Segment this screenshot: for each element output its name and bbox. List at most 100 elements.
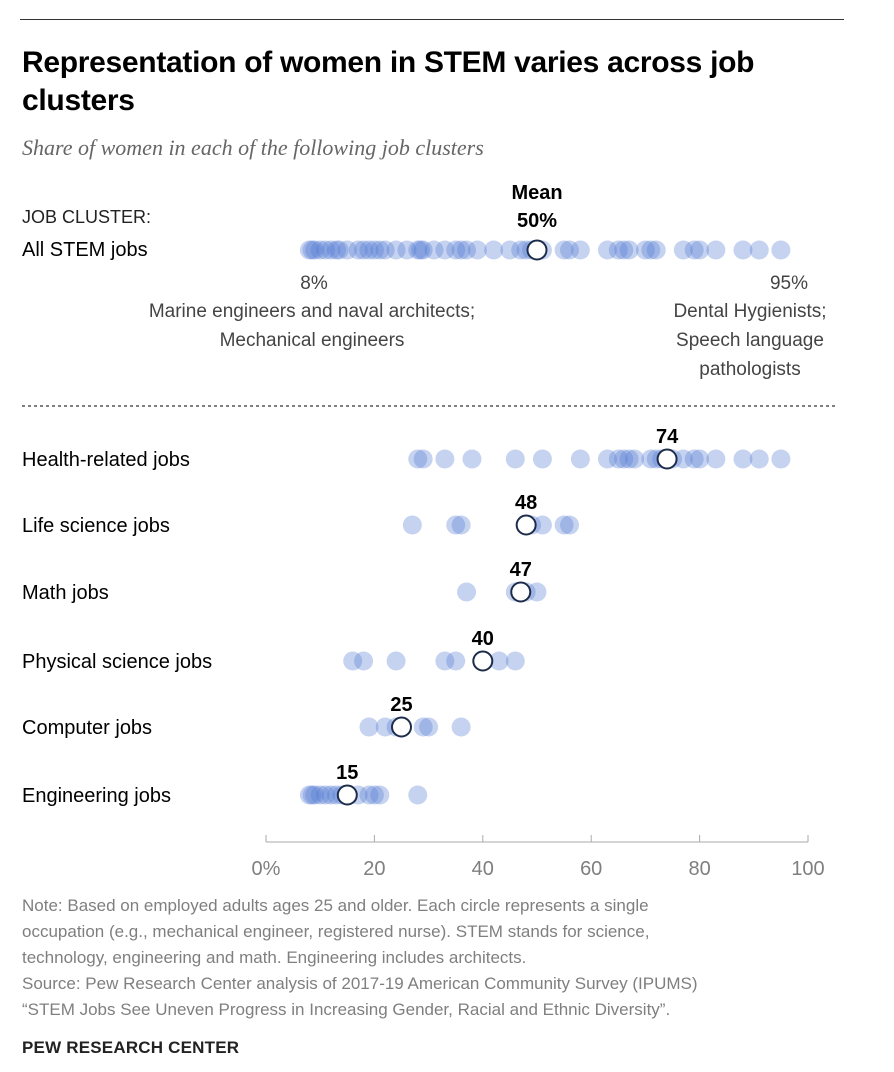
chart-title: Representation of women in STEM varies a… [22, 46, 755, 117]
dot-health-related-jobs [608, 449, 628, 469]
mean-label-life-science-jobs: 48 [515, 492, 537, 514]
mean-label-value: 50% [517, 210, 557, 232]
dot-health-related-jobs [597, 449, 617, 469]
dot-all-stem [597, 240, 617, 260]
dot-health-related-jobs [684, 449, 704, 469]
min-occupation-note: Marine engineers and naval architects; [149, 301, 475, 322]
dot-all-stem [370, 240, 390, 260]
row-label-physical-science-jobs: Physical science jobs [22, 651, 212, 673]
dot-all-stem [706, 240, 726, 260]
dot-engineering-jobs [310, 785, 330, 805]
dot-health-related-jobs [641, 449, 661, 469]
mean-marker-math-jobs [510, 581, 532, 603]
dot-all-stem [410, 240, 430, 260]
chart-plot: JOB CLUSTER: All STEM jobs Mean 50% 8% Marine… [22, 182, 836, 880]
dot-health-related-jobs [619, 449, 639, 469]
dot-physical-science-jobs [489, 651, 509, 671]
mean-label-health-related-jobs: 74 [656, 426, 679, 448]
dot-health-related-jobs [706, 449, 726, 469]
dot-engineering-jobs [305, 785, 325, 805]
dot-health-related-jobs [532, 449, 552, 469]
mean-label-title: Mean [511, 182, 562, 204]
dot-engineering-jobs [408, 785, 428, 805]
dot-all-stem [435, 240, 455, 260]
row-label-all-stem: All STEM jobs [22, 239, 148, 261]
dot-all-stem [484, 240, 504, 260]
min-occupation-note: Mechanical engineers [220, 330, 405, 351]
row-label-engineering-jobs: Engineering jobs [22, 785, 171, 807]
x-tick-label: 60 [580, 858, 602, 880]
x-tick-label: 80 [688, 858, 710, 880]
dot-all-stem [348, 240, 368, 260]
dot-all-stem [451, 240, 471, 260]
top-rule [20, 19, 844, 20]
source-line: Source: Pew Research Center analysis of … [22, 974, 698, 993]
dot-all-stem [386, 240, 406, 260]
dot-all-stem [641, 240, 661, 260]
dot-all-stem [299, 240, 319, 260]
dot-all-stem [305, 240, 325, 260]
mean-marker-all-stem [526, 239, 548, 261]
mean-label-physical-science-jobs: 40 [472, 628, 494, 650]
dot-all-stem [771, 240, 791, 260]
dot-health-related-jobs [408, 449, 428, 469]
dot-computer-jobs [451, 717, 471, 737]
dot-all-stem [364, 240, 384, 260]
min-value-label: 8% [300, 273, 328, 294]
dot-math-jobs [527, 582, 547, 602]
dot-all-stem [619, 240, 639, 260]
x-tick-label: 0% [252, 858, 281, 880]
dot-life-science-jobs [554, 515, 574, 535]
dot-health-related-jobs [625, 449, 645, 469]
dot-all-stem [673, 240, 693, 260]
dot-all-stem [326, 240, 346, 260]
mean-marker-health-related-jobs [656, 448, 678, 470]
dot-all-stem [310, 240, 330, 260]
dot-computer-jobs [359, 717, 379, 737]
dot-health-related-jobs [749, 449, 769, 469]
dot-all-stem [511, 240, 531, 260]
dot-physical-science-jobs [354, 651, 374, 671]
dot-health-related-jobs [771, 449, 791, 469]
dot-all-stem [408, 240, 428, 260]
chart-subtitle: Share of women in each of the following … [22, 135, 484, 160]
dot-all-stem [446, 240, 466, 260]
dot-computer-jobs [413, 717, 433, 737]
row-label-life-science-jobs: Life science jobs [22, 515, 170, 537]
max-value-label: 95% [770, 273, 808, 294]
max-occupation-note: Dental Hygienists; [673, 301, 826, 322]
dot-life-science-jobs [402, 515, 422, 535]
source-title-line: “STEM Jobs See Uneven Progress in Increa… [22, 1000, 671, 1019]
note-line: occupation (e.g., mechanical engineer, r… [22, 922, 650, 941]
dot-all-stem [500, 240, 520, 260]
dot-all-stem [397, 240, 417, 260]
dot-all-stem [321, 240, 341, 260]
dot-physical-science-jobs [435, 651, 455, 671]
row-label-health-related-jobs: Health-related jobs [22, 449, 190, 471]
dot-all-stem [359, 240, 379, 260]
dot-health-related-jobs [462, 449, 482, 469]
dot-all-stem [749, 240, 769, 260]
note-block: Note: Based on employed adults ages 25 a… [22, 893, 832, 1023]
note-line: Note: Based on employed adults ages 25 a… [22, 896, 649, 915]
dot-health-related-jobs [413, 449, 433, 469]
dot-physical-science-jobs [505, 651, 525, 671]
dot-all-stem [302, 240, 322, 260]
dot-all-stem [690, 240, 710, 260]
x-tick-label: 100 [791, 858, 824, 880]
dot-all-stem [329, 240, 349, 260]
dot-health-related-jobs [673, 449, 693, 469]
dot-all-stem [316, 240, 336, 260]
row-label-computer-jobs: Computer jobs [22, 717, 152, 739]
dot-all-stem [684, 240, 704, 260]
mean-label-engineering-jobs: 15 [336, 762, 358, 784]
note-line: technology, engineering and math. Engine… [22, 948, 527, 967]
brand-logo-text: PEW RESEARCH CENTER [22, 1038, 240, 1057]
max-occupation-note: Speech language [676, 330, 824, 351]
dot-all-stem [337, 240, 357, 260]
dot-physical-science-jobs [343, 651, 363, 671]
dot-all-stem [457, 240, 477, 260]
dot-computer-jobs [419, 717, 439, 737]
dot-all-stem [635, 240, 655, 260]
mean-label-computer-jobs: 25 [390, 694, 412, 716]
